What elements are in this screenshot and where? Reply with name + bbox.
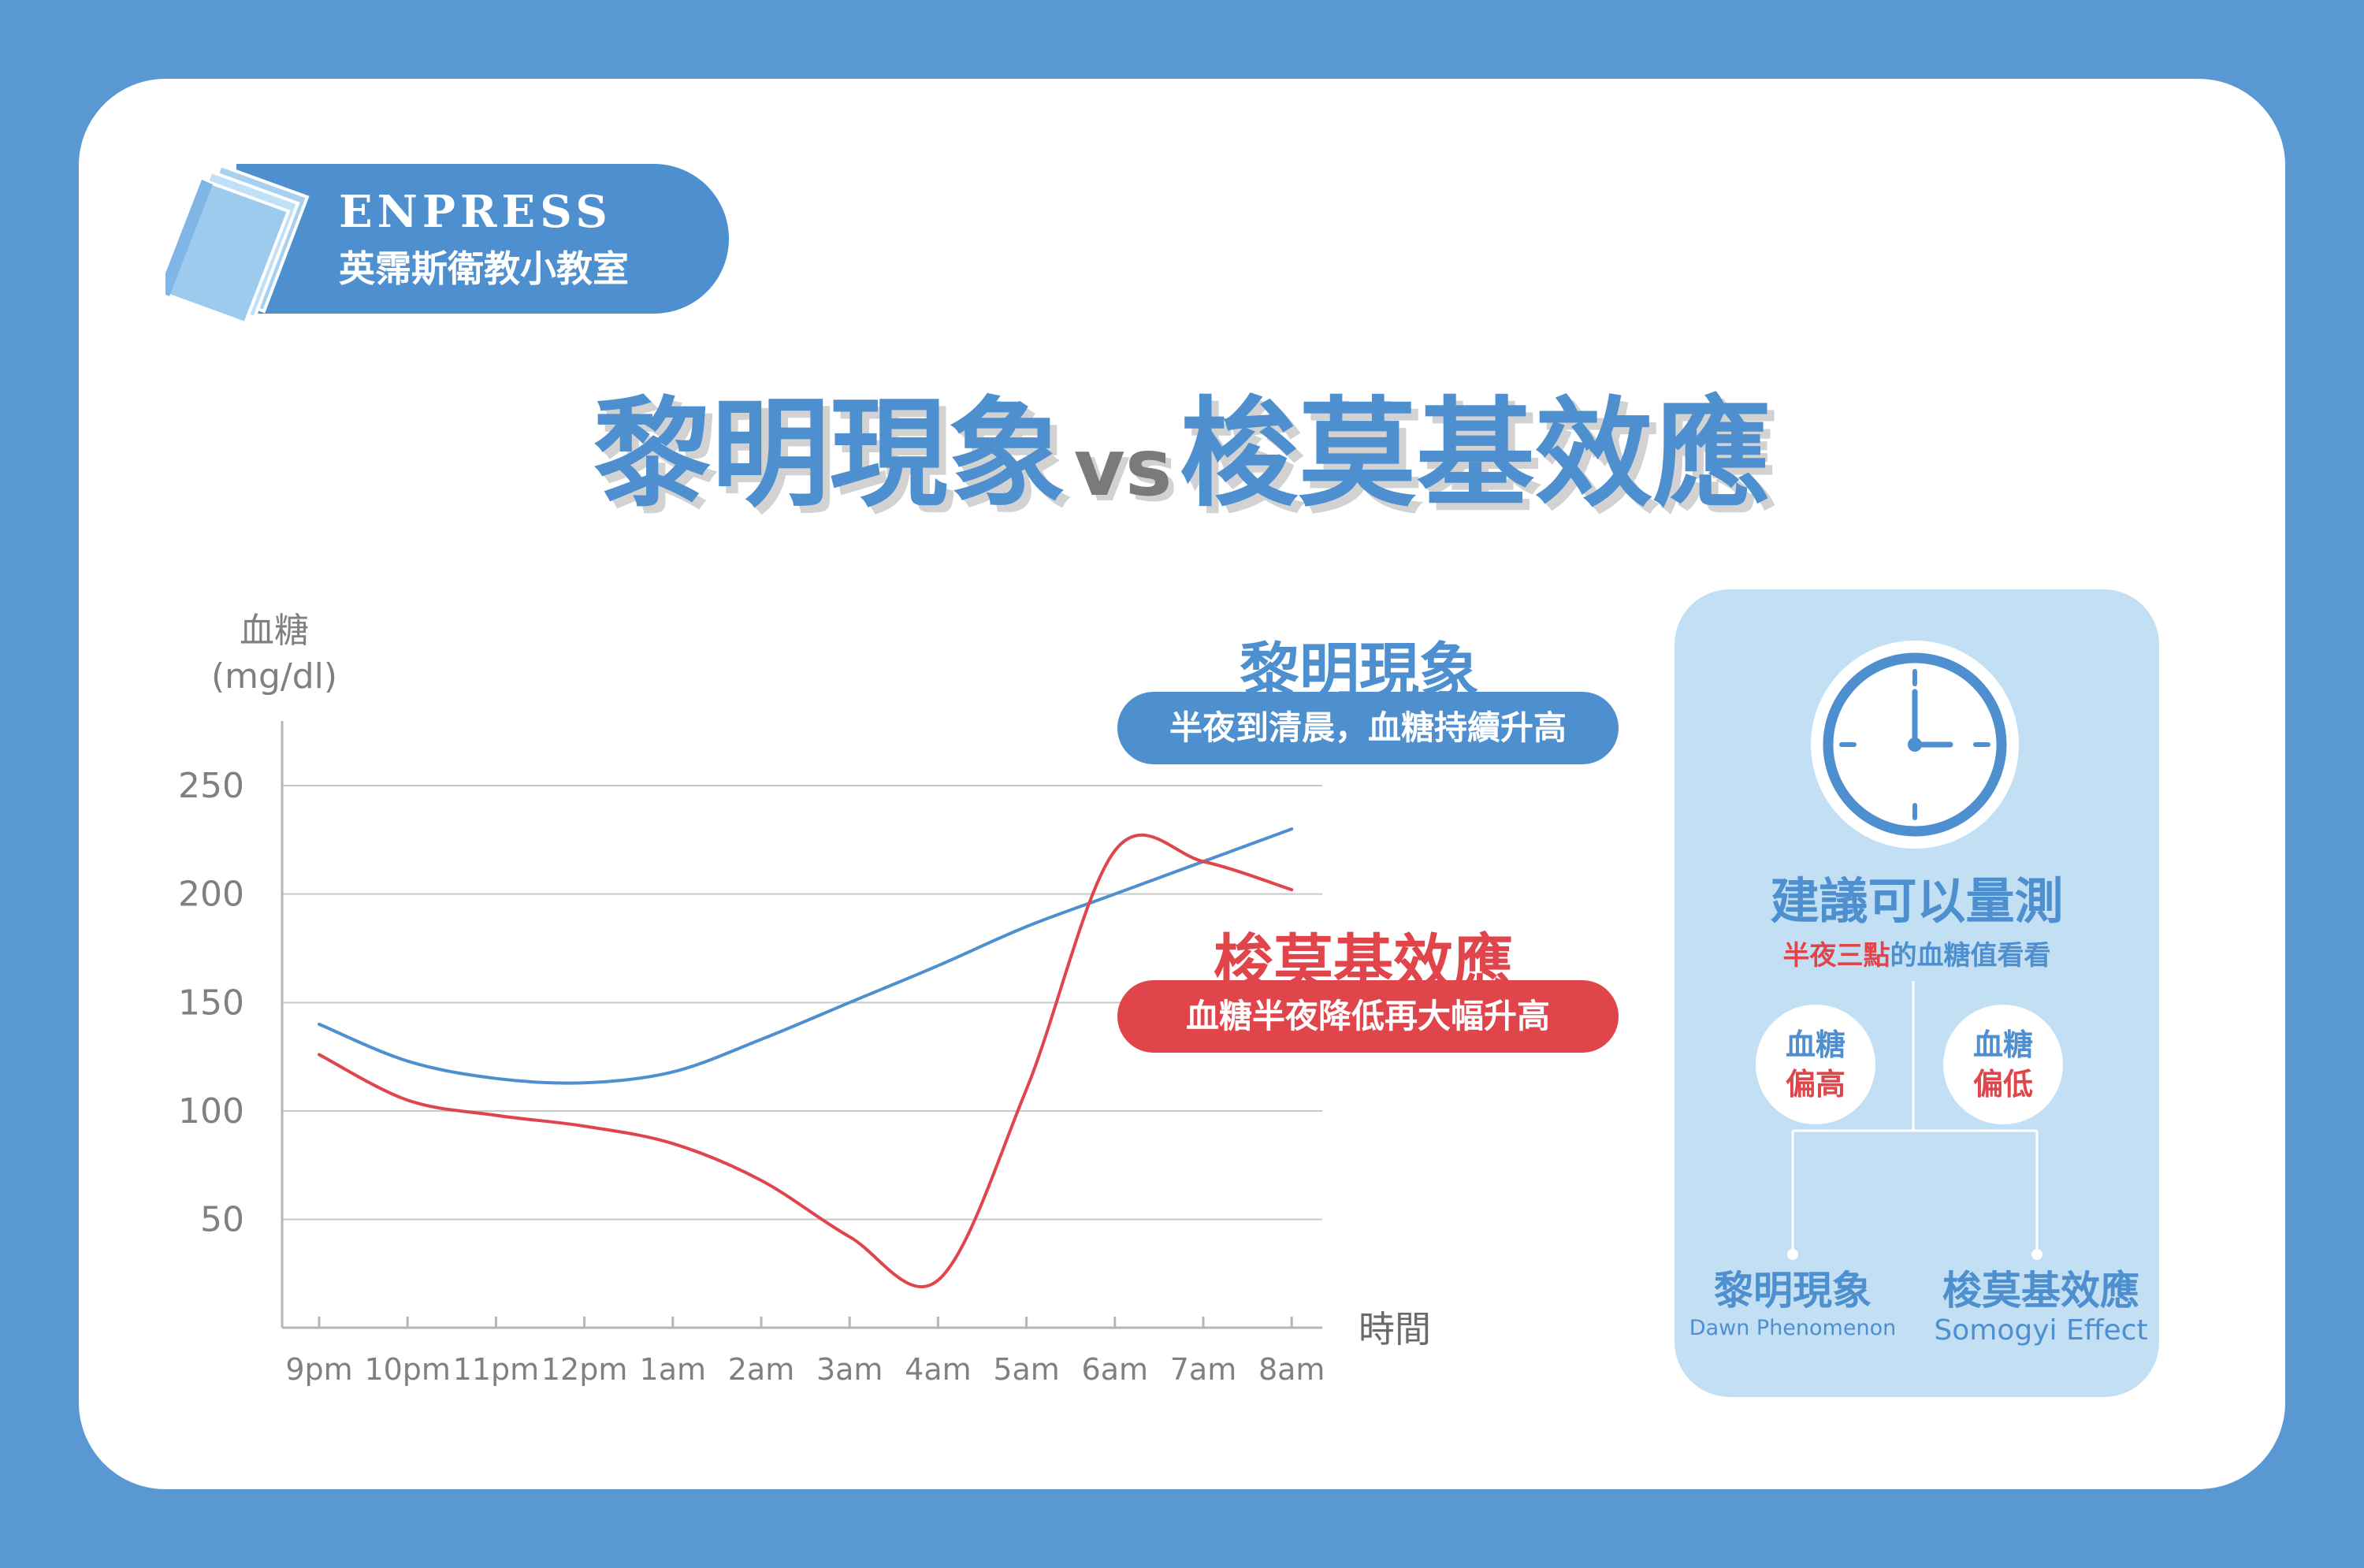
x-tick-label: 4am	[905, 1352, 971, 1387]
x-tick-label: 12pm	[541, 1352, 628, 1387]
x-tick-label: 6am	[1082, 1352, 1148, 1387]
series-line-dawn	[318, 827, 1294, 1085]
y-tick-label: 150	[178, 983, 244, 1023]
panel-title: 建議可以量測	[1770, 872, 2064, 930]
x-axis-label: 時間	[1359, 1308, 1431, 1351]
title-somogyi: 梭莫基效應	[1180, 386, 1771, 523]
x-tick-label: 11pm	[453, 1352, 540, 1387]
somogyi-label-en: Somogyi Effect	[1934, 1314, 2148, 1347]
x-tick-label: 3am	[816, 1352, 883, 1387]
dawn-callout-desc: 半夜到清晨，血糖持續升高	[1117, 692, 1619, 764]
x-tick-label: 2am	[728, 1352, 794, 1387]
y-tick-label: 100	[178, 1091, 244, 1131]
dawn-label-en: Dawn Phenomenon	[1689, 1316, 1897, 1340]
bubble-low-top: 血糖	[1972, 1027, 2033, 1062]
dawn-label: 黎明現象	[1714, 1268, 1872, 1313]
series-line-somogyi	[318, 833, 1294, 1288]
page-title: 黎明現象 vs梭莫基效應	[0, 359, 2364, 529]
x-tick-label: 8am	[1258, 1352, 1325, 1387]
somogyi-label: 梭莫基效應	[1942, 1268, 2139, 1313]
panel-subtitle: 半夜三點的血糖值看看	[1674, 934, 2159, 972]
brand-subtitle: 英霈斯衛教小教室	[339, 247, 629, 290]
y-tick-label: 250	[178, 766, 244, 806]
y-axis-label: 血糖	[240, 611, 309, 651]
y-tick-label: 200	[178, 875, 244, 915]
title-vs: vs	[1073, 422, 1173, 514]
x-tick-label: 10pm	[364, 1352, 451, 1387]
x-tick-label: 1am	[640, 1352, 706, 1387]
bubble-low-bottom: 偏低	[1972, 1067, 2033, 1102]
clock-icon	[1811, 641, 2019, 849]
panel-subtitle-rest: 的血糖值看看	[1890, 940, 2051, 972]
x-tick-label: 9pm	[285, 1352, 352, 1387]
brand-badge	[236, 164, 729, 314]
x-tick-label: 7am	[1170, 1352, 1236, 1387]
y-axis-unit: (mg/dl)	[211, 656, 337, 697]
title-dawn: 黎明現象	[593, 386, 1066, 523]
bubble-high-top: 血糖	[1785, 1027, 1845, 1062]
panel-subtitle-highlight: 半夜三點	[1782, 940, 1890, 972]
x-tick-label: 5am	[993, 1352, 1059, 1387]
bubble-high: 血糖 偏高	[1756, 1005, 1875, 1124]
y-tick-label: 50	[200, 1200, 244, 1240]
somogyi-callout-desc: 血糖半夜降低再大幅升高	[1117, 980, 1619, 1053]
book-icon	[165, 163, 310, 323]
bubble-low: 血糖 偏低	[1943, 1005, 2063, 1124]
brand-name: ENPRESS	[339, 186, 612, 238]
bubble-high-bottom: 偏高	[1785, 1067, 1845, 1102]
